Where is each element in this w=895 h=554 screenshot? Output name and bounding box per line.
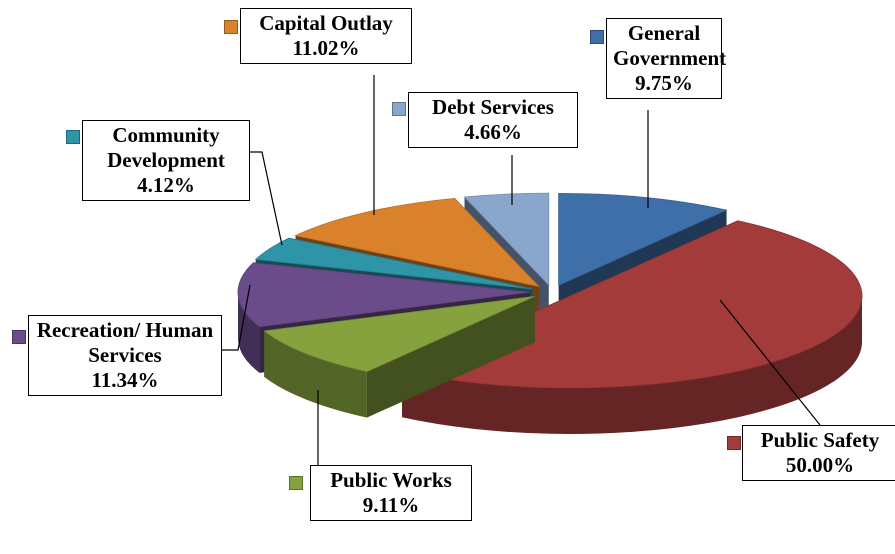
data-label: Debt Services 4.66% (408, 92, 578, 148)
label-value: 4.12% (137, 173, 195, 197)
leader-line (719, 299, 821, 426)
slice (294, 197, 541, 288)
label-name: General Government (613, 21, 727, 70)
label-name: Public Works (330, 468, 452, 492)
slice-side (264, 330, 367, 418)
label-value: 11.34% (91, 368, 159, 392)
legend-key (66, 130, 80, 144)
data-label: General Government 9.75% (606, 18, 727, 99)
slice (254, 237, 533, 290)
slice-side (402, 295, 862, 434)
slice-side (238, 292, 260, 373)
legend-key (289, 476, 303, 490)
label-value: 9.11% (362, 493, 420, 517)
data-label: Recreation/ Human Services 11.34% (28, 315, 222, 396)
slices (237, 192, 862, 434)
slice (263, 295, 535, 373)
label-name: Community Development (107, 123, 225, 172)
leader-lines (222, 75, 821, 465)
data-label: Public Safety 50.00% (742, 425, 895, 481)
legend-key (727, 436, 741, 450)
legend-key (392, 102, 406, 116)
leader-line (250, 151, 283, 246)
label-name: Recreation/ Human Services (36, 318, 214, 367)
label-value: 50.00% (785, 453, 855, 477)
label-value: 4.66% (464, 120, 522, 144)
slice (237, 262, 531, 328)
label-name: Debt Services (432, 95, 554, 119)
data-label: Community Development 4.12% (82, 120, 250, 201)
data-label: Public Works 9.11% (310, 465, 472, 521)
data-label: Capital Outlay 11.02% (240, 8, 412, 64)
slice (463, 192, 550, 287)
leader-line (222, 284, 251, 351)
label-value: 11.02% (292, 36, 360, 60)
slice (558, 192, 728, 287)
legend-key (590, 30, 604, 44)
legend-key (224, 20, 238, 34)
label-value: 9.75% (635, 71, 693, 95)
label-name: Public Safety (760, 428, 880, 452)
legend-key (12, 330, 26, 344)
label-name: Capital Outlay (259, 11, 393, 35)
